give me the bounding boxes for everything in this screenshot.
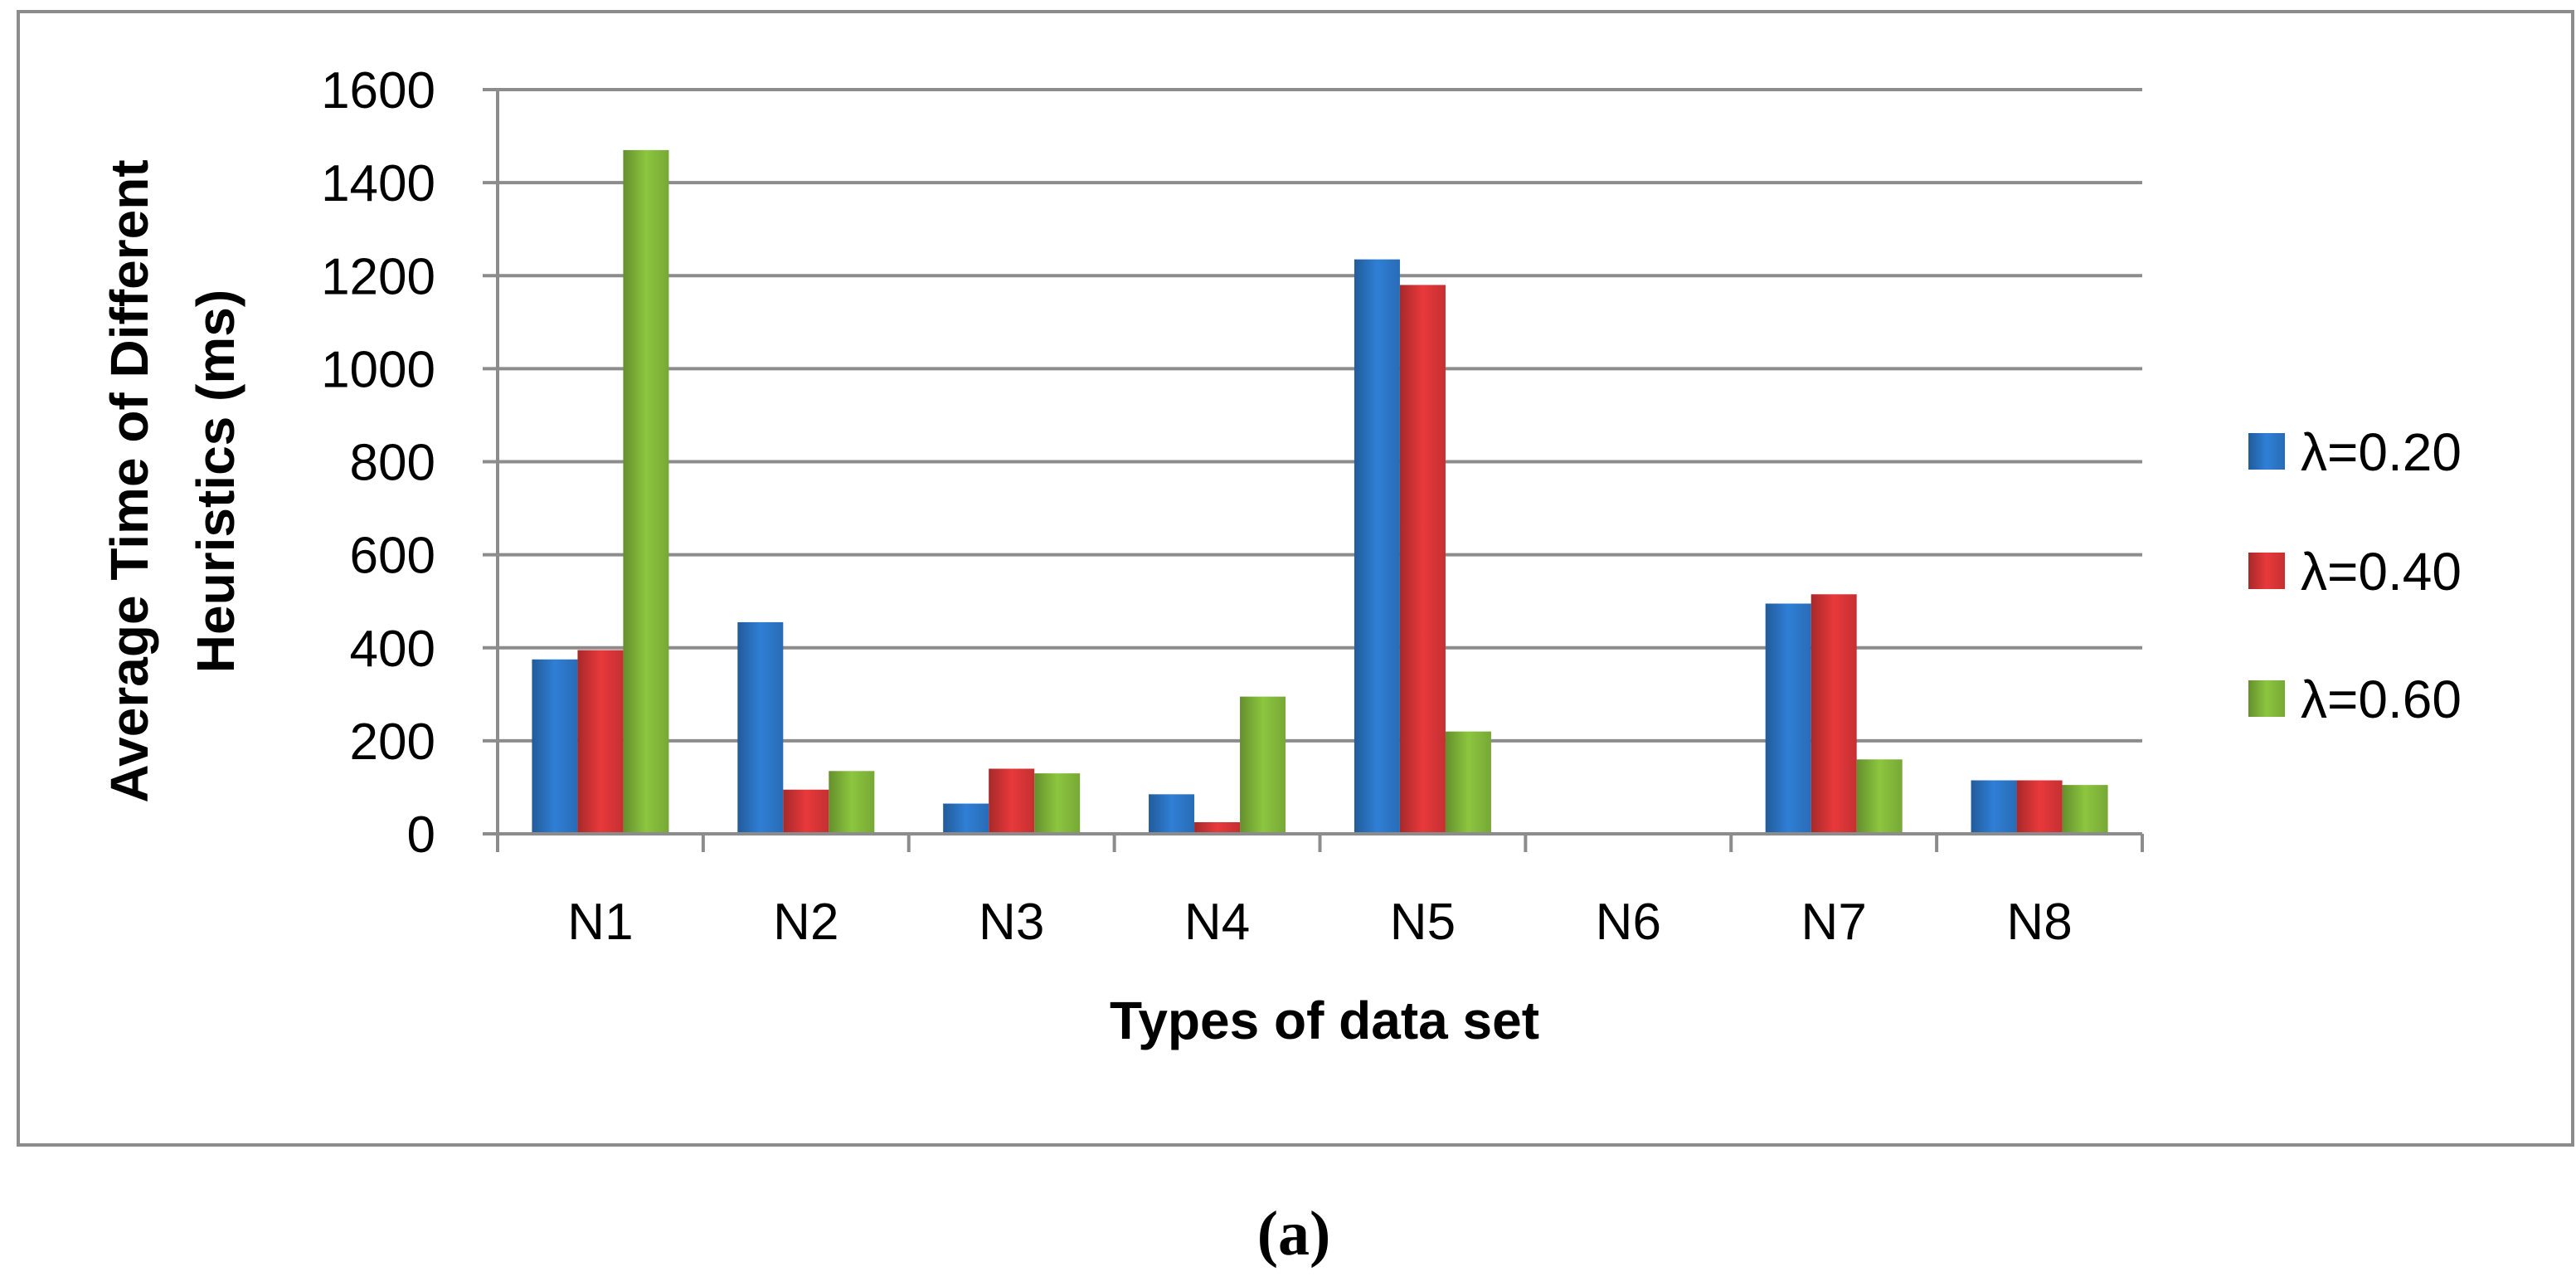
x-tick-label: N3 [979,894,1044,951]
x-tick-labels: N1 N2 N3 N4 N5 N6 N7 N8 [567,894,2072,951]
chart-frame [17,10,2574,1147]
x-axis-title: Types of data set [1110,991,1539,1050]
axes [483,88,2144,852]
bar [1149,794,1195,834]
y-axis-title-line-2: Heuristics (ms) [186,290,245,673]
figure-caption: (a) [1257,1199,1331,1269]
x-tick-label: N7 [1801,894,1867,951]
y-tick-label: 1000 [321,341,435,398]
bar [1765,603,1811,834]
y-tick-label: 200 [350,714,435,771]
bar [1194,821,1241,834]
y-tick-label: 0 [407,806,435,864]
bar [1810,594,1857,834]
bar [1354,259,1400,834]
bar [943,803,989,834]
bar [1856,759,1903,834]
y-tick-label: 1400 [321,155,435,212]
y-tick-label: 400 [350,621,435,678]
bar [532,659,578,834]
bar [2062,785,2108,834]
bar [1399,285,1446,834]
bar [1445,731,1491,834]
legend-label: λ=0.60 [2301,670,2462,729]
legend-label: λ=0.40 [2301,542,2462,602]
y-axis-title-line-1: Average Time of Different [100,159,159,802]
legend-swatch [2248,553,2285,589]
bar [1034,773,1081,834]
bar [989,768,1035,834]
bars [532,149,2108,835]
bar [577,650,624,834]
x-tick-label: N2 [773,894,838,951]
legend-swatch [2248,680,2285,717]
bar [623,149,669,835]
bar [1240,696,1286,834]
x-tick-label: N6 [1596,894,1661,951]
legend-swatch [2248,433,2285,470]
x-tick-label: N8 [2006,894,2072,951]
x-tick-label: N5 [1390,894,1456,951]
y-tick-label: 600 [350,528,435,585]
legend-label: λ=0.20 [2301,422,2462,482]
bar [2016,780,2063,834]
x-tick-label: N1 [567,894,633,951]
x-tick-label: N4 [1184,894,1250,951]
legend: λ=0.20 λ=0.40 λ=0.60 [2248,422,2462,729]
bar [737,621,784,834]
y-tick-labels: 0 200 400 600 800 1000 1200 1400 1600 [321,62,435,864]
bar [783,789,829,834]
y-tick-label: 800 [350,435,435,492]
y-tick-label: 1600 [321,62,435,119]
bar [1971,780,2017,834]
y-tick-label: 1200 [321,248,435,305]
bar [829,771,875,834]
